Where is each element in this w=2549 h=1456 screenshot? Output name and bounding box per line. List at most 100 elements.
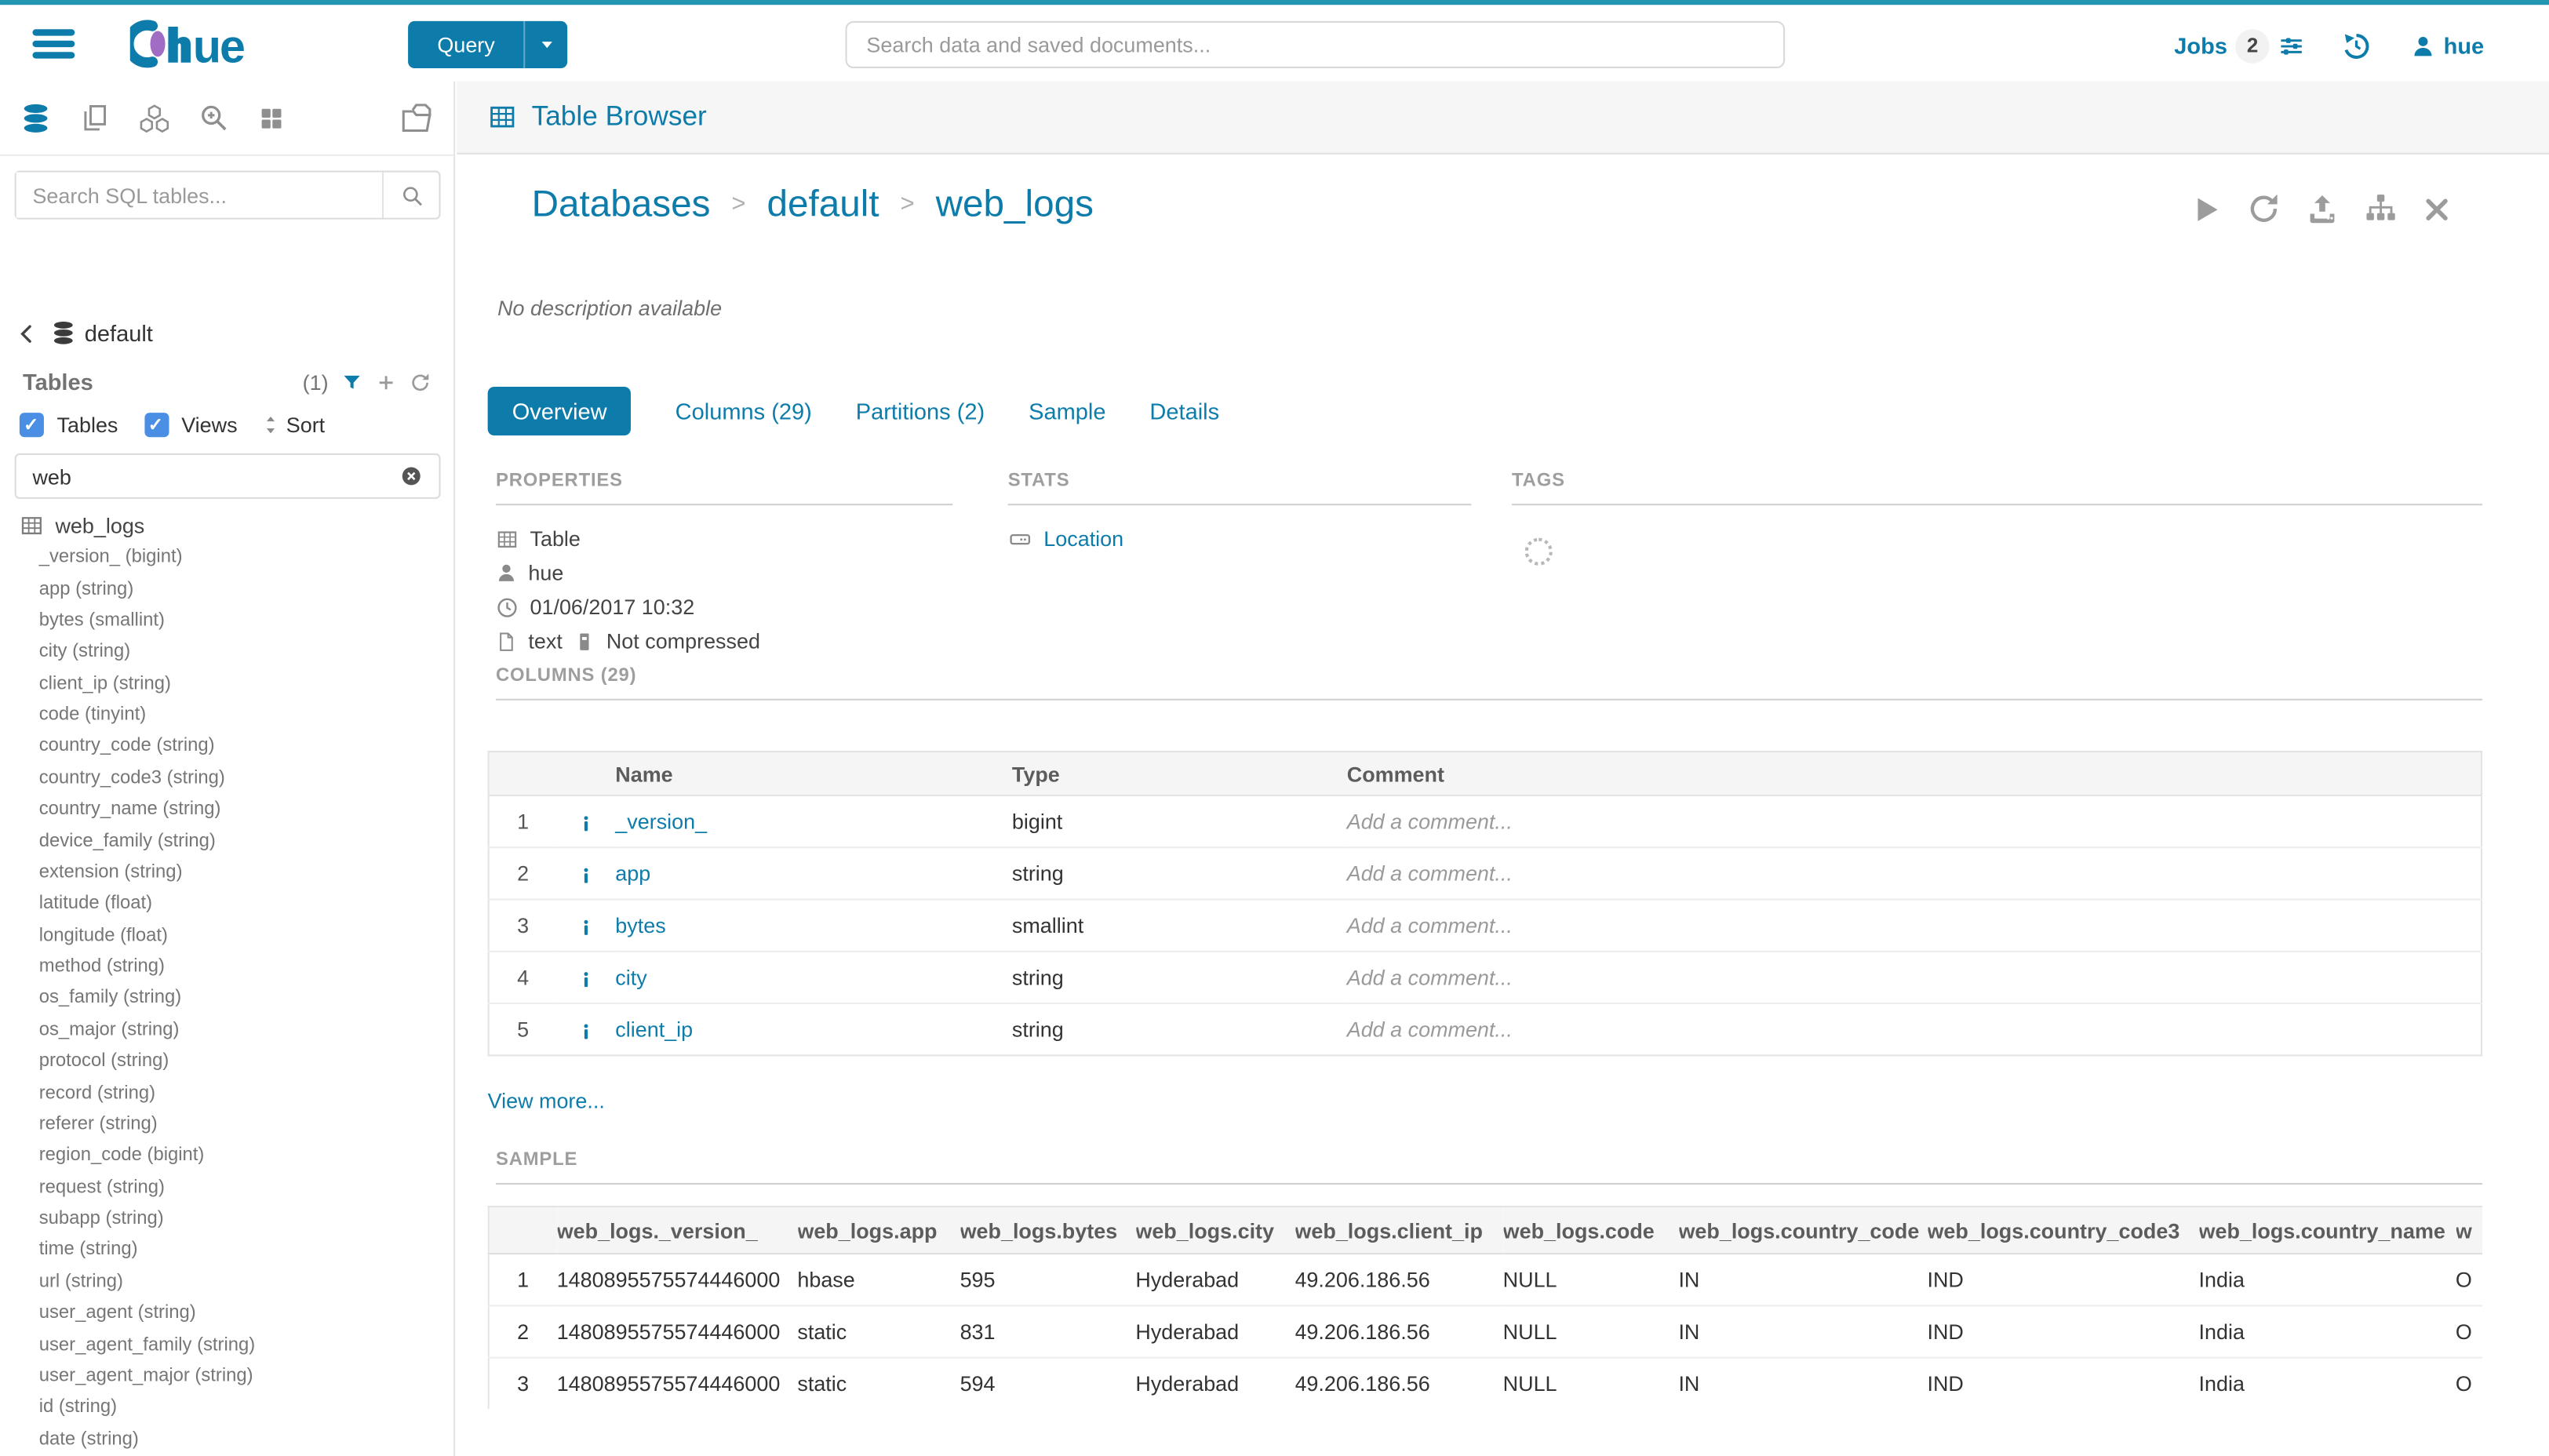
lineage-sitemap-icon[interactable] — [2364, 191, 2398, 225]
info-icon[interactable] — [577, 814, 595, 833]
sidebar-column-item[interactable]: city (string) — [38, 642, 131, 662]
sidebar-column-item[interactable]: _version_ (bigint) — [38, 548, 183, 568]
import-upload-icon[interactable] — [2305, 191, 2340, 225]
hue-logo[interactable]: ue — [123, 20, 280, 73]
column-name-link[interactable]: city — [615, 965, 647, 990]
clear-filter-button[interactable] — [400, 464, 439, 487]
location-link[interactable]: Location — [1043, 526, 1124, 551]
views-checkbox[interactable] — [144, 413, 169, 438]
tab-overview[interactable]: Overview — [487, 386, 632, 436]
back-chevron-icon[interactable] — [16, 322, 38, 344]
sidebar-column-item[interactable]: user_agent_major (string) — [38, 1366, 253, 1386]
tab-sample[interactable]: Sample — [1029, 398, 1106, 424]
close-icon[interactable] — [2422, 195, 2451, 224]
app-header: Table Browser — [457, 81, 2549, 155]
sidebar-column-item[interactable]: code (tinyint) — [38, 705, 147, 725]
table-row: 1 _version_ bigint Add a comment... — [488, 795, 2482, 849]
storage-cubes-icon[interactable] — [138, 101, 170, 133]
sidebar-column-item[interactable]: os_family (string) — [38, 988, 182, 1009]
sidebar-column-item[interactable]: bytes (smallint) — [38, 610, 165, 631]
sidebar-column-item[interactable]: user_agent (string) — [38, 1303, 196, 1323]
sliders-icon[interactable] — [2278, 31, 2305, 59]
row-number: 1 — [488, 1254, 557, 1307]
user-menu[interactable]: hue — [2411, 32, 2484, 59]
comment-placeholder[interactable]: Add a comment... — [1346, 899, 2482, 952]
info-icon[interactable] — [577, 865, 595, 885]
sidebar-column-item[interactable]: latitude (float) — [38, 894, 153, 914]
sample-cell: 831 — [960, 1305, 1136, 1359]
tab-details[interactable]: Details — [1149, 398, 1220, 424]
documents-icon[interactable] — [80, 102, 111, 133]
sample-header: web_logs.client_ip — [1295, 1207, 1503, 1255]
tab-columns[interactable]: Columns (29) — [675, 398, 812, 424]
tables-checkbox[interactable] — [19, 413, 44, 438]
table-filter-input[interactable] — [16, 464, 400, 489]
info-icon[interactable] — [577, 1021, 595, 1041]
sidebar-column-item[interactable]: extension (string) — [38, 862, 183, 883]
breadcrumb-databases[interactable]: Databases — [531, 181, 711, 224]
sidebar-column-item[interactable]: region_code (bigint) — [38, 1145, 205, 1166]
breadcrumb-web-logs[interactable]: web_logs — [935, 181, 1094, 224]
column-name-link[interactable]: bytes — [615, 913, 666, 938]
column-name-link[interactable]: client_ip — [615, 1017, 694, 1042]
comment-placeholder[interactable]: Add a comment... — [1346, 795, 2482, 849]
sidebar-column-item[interactable]: request (string) — [38, 1178, 165, 1197]
filter-funnel-icon[interactable] — [341, 371, 362, 392]
query-play-icon[interactable] — [2190, 192, 2222, 224]
folder-documents-icon[interactable] — [400, 100, 435, 134]
apps-grid-icon[interactable] — [257, 104, 286, 133]
sample-row: 2 1480895575574446000 static 831 Hyderab… — [488, 1305, 2483, 1359]
refresh-tables-icon[interactable] — [410, 371, 431, 392]
view-more-link[interactable]: View more... — [487, 1088, 605, 1113]
comment-placeholder[interactable]: Add a comment... — [1346, 951, 2482, 1005]
add-table-icon[interactable] — [376, 371, 397, 392]
sidebar-column-item[interactable]: country_code (string) — [38, 737, 215, 757]
sidebar-column-item[interactable]: referer (string) — [38, 1114, 158, 1134]
comment-placeholder[interactable]: Add a comment... — [1346, 847, 2482, 901]
query-dropdown-caret[interactable] — [524, 20, 568, 68]
search-zoom-icon[interactable] — [198, 102, 229, 133]
sidebar-column-item[interactable]: os_major (string) — [38, 1020, 180, 1040]
sidebar-column-item[interactable]: url (string) — [38, 1272, 123, 1292]
col-header-type: Type — [1011, 752, 1347, 796]
sidebar-column-item[interactable]: user_agent_family (string) — [38, 1334, 256, 1355]
sidebar-column-item[interactable]: id (string) — [38, 1398, 118, 1418]
refresh-icon[interactable] — [2247, 191, 2281, 225]
sidebar-column-item[interactable]: record (string) — [38, 1083, 156, 1103]
sidebar-column-item[interactable]: client_ip (string) — [38, 673, 171, 693]
sidebar-column-item[interactable]: longitude (float) — [38, 926, 169, 945]
info-icon[interactable] — [577, 917, 595, 937]
query-button[interactable]: Query — [408, 20, 569, 68]
breadcrumb-default[interactable]: default — [767, 181, 879, 224]
sidebar-column-item[interactable]: app (string) — [38, 579, 134, 599]
info-icon[interactable] — [577, 970, 595, 989]
sample-cell: India — [2198, 1305, 2456, 1359]
tables-count: (1) — [302, 369, 329, 395]
comment-placeholder[interactable]: Add a comment... — [1346, 1017, 1513, 1042]
sidebar-column-item[interactable]: method (string) — [38, 957, 165, 977]
sample-cell: 1480895575574446000 — [556, 1357, 798, 1409]
tab-partitions[interactable]: Partitions (2) — [855, 398, 985, 424]
sidebar-column-item[interactable]: date (string) — [38, 1429, 139, 1450]
column-name-link[interactable]: _version_ — [615, 809, 708, 834]
tree-table-web-logs[interactable]: web_logs — [0, 508, 452, 542]
global-search-input[interactable] — [845, 20, 1786, 68]
tab-bar: Overview Columns (29) Partitions (2) Sam… — [487, 386, 1220, 436]
column-name-link[interactable]: app — [615, 861, 651, 886]
sidebar-column-item[interactable]: device_family (string) — [38, 831, 216, 851]
sort-toggle[interactable]: Sort — [260, 413, 325, 437]
sql-table-search-input[interactable] — [16, 172, 382, 218]
sidebar-column-item[interactable]: country_code3 (string) — [38, 768, 225, 788]
jobs-link[interactable]: Jobs 2 — [2174, 28, 2305, 63]
sidebar-column-item[interactable]: subapp (string) — [38, 1209, 164, 1229]
sql-search-button[interactable] — [381, 172, 439, 218]
history-icon[interactable] — [2341, 30, 2372, 60]
sql-databases-icon[interactable] — [20, 101, 52, 133]
sample-cell: 595 — [960, 1254, 1136, 1307]
overview-sections: PROPERTIES Table hue 01/06/2017 10:32 — [495, 471, 2483, 663]
database-link[interactable]: default — [50, 320, 153, 346]
sidebar-column-item[interactable]: protocol (string) — [38, 1051, 169, 1072]
hamburger-menu-icon[interactable] — [32, 29, 75, 58]
sidebar-column-item[interactable]: time (string) — [38, 1240, 138, 1261]
sidebar-column-item[interactable]: country_name (string) — [38, 799, 221, 820]
